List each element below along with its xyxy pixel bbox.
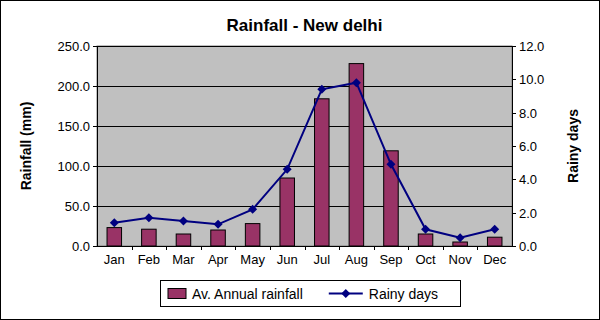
y2-tick-label: 0.0 [519, 239, 537, 254]
x-tick [374, 246, 375, 250]
x-tick [305, 246, 306, 250]
bar [453, 242, 468, 246]
y2-tick-label: 2.0 [519, 206, 537, 221]
legend-swatch [168, 289, 186, 299]
chart-container: 0.0 50.0 100.0 150.0 200.0 250.0 0.0 2.0 4.0 6.0 8… [0, 0, 600, 320]
y-tick-label: 100.0 [57, 159, 90, 174]
x-tick-label: Oct [415, 252, 436, 267]
y-tick-label: 0.0 [72, 239, 90, 254]
y2-tick-label: 4.0 [519, 172, 537, 187]
y2-tick-label: 6.0 [519, 139, 537, 154]
x-tick-label: Jul [313, 252, 330, 267]
x-axis [97, 246, 512, 247]
y2-axis [512, 46, 513, 246]
y2-tick-label: 8.0 [519, 106, 537, 121]
y-tick [93, 206, 97, 207]
x-tick-label: Apr [208, 252, 229, 267]
x-tick [270, 246, 271, 250]
y-tick-label: 150.0 [57, 119, 90, 134]
marker [214, 220, 223, 229]
x-tick-label: May [240, 252, 265, 267]
x-tick [201, 246, 202, 250]
y-axis-label: Rainfall (mm) [18, 102, 34, 191]
bar [418, 234, 433, 246]
marker [421, 225, 430, 234]
plot-marks [107, 64, 502, 246]
marker [317, 85, 326, 94]
x-tick [339, 246, 340, 250]
marker [144, 213, 153, 222]
x-tick-label: Jun [277, 252, 298, 267]
grid-line [97, 46, 512, 47]
marker [386, 160, 395, 169]
y-axis [97, 46, 98, 246]
marker [352, 78, 361, 87]
legend-label: Av. Annual rainfall [192, 286, 303, 302]
x-tick [132, 246, 133, 250]
legend [161, 281, 461, 307]
x-tick-label: Mar [172, 252, 195, 267]
x-tick [166, 246, 167, 250]
marker [110, 218, 119, 227]
y-tick-label: 200.0 [57, 79, 90, 94]
y-tick [93, 166, 97, 167]
y2-tick-label: 12.0 [519, 39, 544, 54]
x-tick-label: Feb [138, 252, 160, 267]
title: Rainfall - New delhi [227, 16, 383, 35]
y2-axis-label: Rainy days [565, 109, 581, 183]
bar [245, 224, 260, 246]
x-tick [443, 246, 444, 250]
y-tick [93, 126, 97, 127]
y-tick [93, 246, 97, 247]
grid-line [97, 166, 512, 167]
y-tick [93, 86, 97, 87]
bar [142, 229, 157, 246]
bar [349, 64, 364, 246]
marker [456, 233, 465, 242]
bar [384, 151, 399, 246]
y2-tick [512, 246, 516, 247]
x-tick [235, 246, 236, 250]
legend-label: Rainy days [369, 286, 438, 302]
x-tick-label: Nov [449, 252, 473, 267]
marker [283, 165, 292, 174]
x-tick-label: Sep [379, 252, 402, 267]
x-tick-label: Jan [104, 252, 125, 267]
bar [176, 234, 191, 246]
grid-line [97, 206, 512, 207]
x-tick [477, 246, 478, 250]
marker [248, 205, 257, 214]
bar [280, 178, 295, 246]
bar [315, 99, 330, 246]
marker [179, 217, 188, 226]
chart-frame [1, 1, 600, 320]
bar [107, 228, 122, 246]
y-tick-label: 250.0 [57, 39, 90, 54]
x-tick-label: Aug [345, 252, 368, 267]
line [114, 83, 494, 238]
bar [211, 230, 226, 246]
marker [490, 225, 499, 234]
grid-line [97, 246, 512, 247]
plot-area [97, 46, 512, 246]
chart: 0.0 50.0 100.0 150.0 200.0 250.0 0.0 2.0 4.0 6.0 8… [0, 0, 600, 320]
y-tick-label: 50.0 [65, 199, 90, 214]
y2-tick-label: 10.0 [519, 72, 544, 87]
x-tick-label: Dec [483, 252, 507, 267]
y-tick [93, 46, 97, 47]
x-tick [408, 246, 409, 250]
legend-marker [341, 289, 350, 298]
grid-line [97, 86, 512, 87]
bar [487, 237, 502, 246]
